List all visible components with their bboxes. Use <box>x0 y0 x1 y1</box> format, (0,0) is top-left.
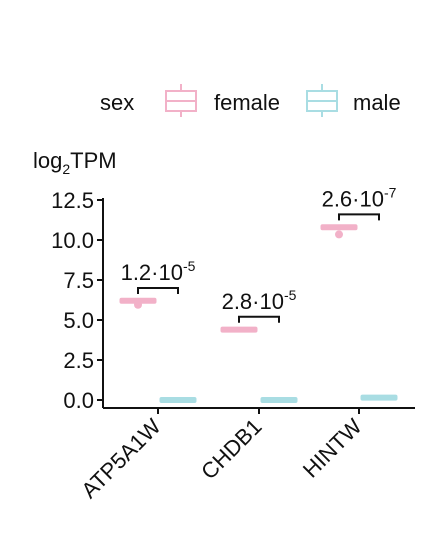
y-tick-label: 0.0 <box>63 388 94 413</box>
box-female-CHDB1 <box>220 326 258 333</box>
pvalue-label: 2.6·10-7 <box>322 184 397 211</box>
box-male-HINTW <box>360 394 398 401</box>
x-tick-label: HINTW <box>298 414 367 483</box>
box-male-CHDB1 <box>260 397 298 403</box>
axes: 0.0 2.5 5.0 7.5 10.0 12.5 ATP5A1W CHDB1 HINTW <box>51 188 415 503</box>
legend: sex female male <box>100 84 401 117</box>
box-male-ATP5A1W <box>159 397 197 403</box>
legend-label-female: female <box>214 90 280 115</box>
y-axis-label: log2TPM <box>33 148 117 177</box>
box-female-HINTW <box>320 224 358 231</box>
pvalue-annotations: 1.2·10-52.8·10-52.6·10-7 <box>121 184 397 323</box>
legend-title: sex <box>100 90 134 115</box>
pvalue-label: 1.2·10-5 <box>121 258 196 285</box>
legend-label-male: male <box>353 90 401 115</box>
y-axis-label-base: log <box>33 148 62 173</box>
pvalue-mantissa: 2.6·10 <box>322 186 384 211</box>
significance-bracket <box>137 287 179 294</box>
significance-bracket <box>238 315 280 323</box>
pvalue-exponent: -7 <box>384 184 397 200</box>
y-tick-label: 2.5 <box>63 348 94 373</box>
pvalue-label: 2.8·10-5 <box>222 287 297 314</box>
y-axis-label-rest: TPM <box>70 148 116 173</box>
pvalue-exponent: -5 <box>284 287 297 303</box>
y-tick-label: 7.5 <box>63 268 94 293</box>
y-axis-label-subscript: 2 <box>62 161 70 177</box>
x-tick-label: ATP5A1W <box>76 414 165 503</box>
outlier-point-female <box>335 230 343 239</box>
outlier-point-female <box>134 300 142 309</box>
data-marks <box>119 224 398 403</box>
x-tick-label: CHDB1 <box>196 414 266 484</box>
legend-key-female <box>165 84 197 117</box>
pvalue-mantissa: 1.2·10 <box>121 260 183 285</box>
pvalue-mantissa: 2.8·10 <box>222 289 284 314</box>
y-tick-label: 10.0 <box>51 228 94 253</box>
y-tick-label: 5.0 <box>63 308 94 333</box>
y-tick-label: 12.5 <box>51 188 94 213</box>
legend-key-male <box>306 84 338 117</box>
significance-bracket <box>338 213 380 221</box>
pvalue-exponent: -5 <box>183 258 196 274</box>
